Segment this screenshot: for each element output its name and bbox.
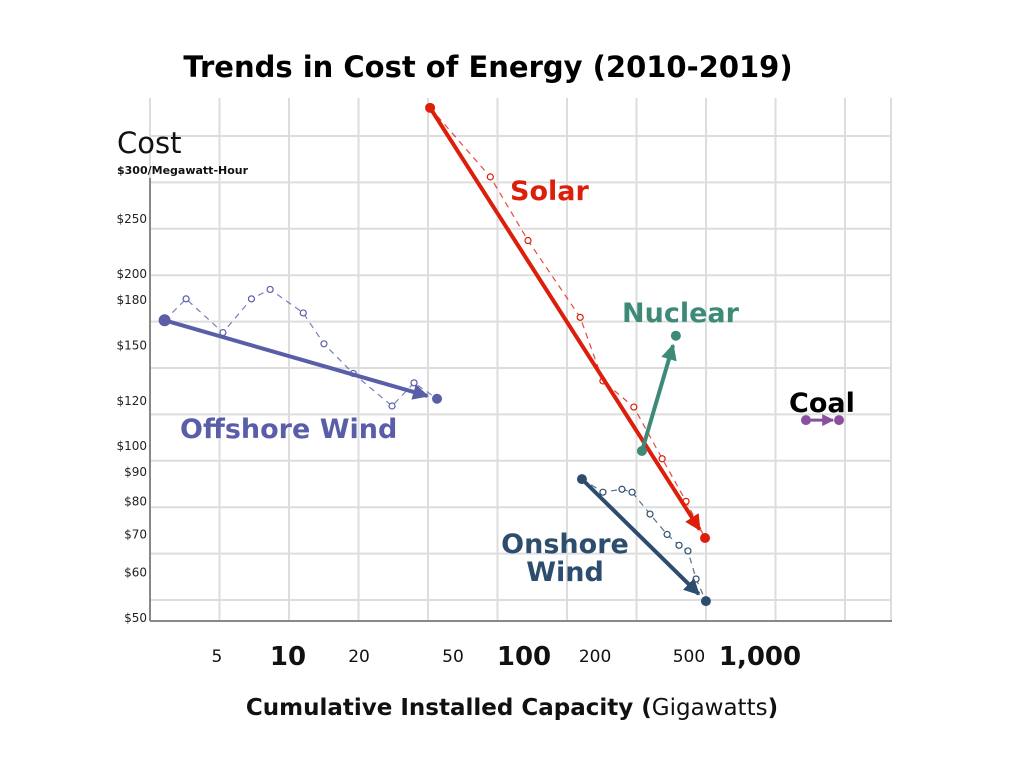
y-tick-label: $150 [116,338,147,352]
x-tick-label: 100 [497,642,551,672]
data-point [599,488,607,496]
y-tick-label: $60 [124,566,147,580]
y-axis-label: Cost [117,126,181,160]
y-tick-label: $180 [116,293,147,307]
data-point [663,530,671,539]
trend-start-point [576,474,587,485]
series-path-dashed [581,478,707,602]
x-tick-label: 5 [212,647,223,667]
data-point [692,575,700,583]
label-onshore-wind-1: Onshore [501,529,629,560]
data-point [675,541,683,549]
data-point [486,173,494,181]
x-tick-label: 50 [442,647,464,667]
label-nuclear: Nuclear [622,298,740,329]
label-solar: Solar [510,176,589,207]
y-tick-label: $100 [116,439,147,453]
x-tick-label: 1,000 [719,642,801,672]
data-point [618,485,626,493]
data-point [684,547,692,555]
x-axis-label: Cumulative Installed Capacity (Gigawatts… [246,695,778,721]
trend-end-point [670,330,681,341]
y-tick-label: $70 [124,527,147,541]
chart-title: Trends in Cost of Energy (2010-2019) [183,50,792,84]
data-point [576,313,584,321]
trend-arrow [164,318,429,400]
trend-arrow [580,477,701,596]
trend-start-point [636,446,647,457]
trend-start-point [800,415,811,426]
y-tick-label: $250 [116,212,147,226]
data-point [182,295,190,303]
trend-arrow [640,343,677,452]
x-tick-label: 20 [348,647,370,667]
label-onshore-wind-2: Wind [526,557,604,588]
y-tick-label: $80 [124,494,147,508]
trend-end-point [432,393,443,404]
data-point [646,510,654,518]
series-onshore-wind [576,474,711,607]
data-point [388,402,396,410]
trend-start-point [425,102,436,113]
data-point [630,403,638,411]
series-solar [425,102,711,544]
x-tick-label: 500 [673,647,705,667]
trend-end-point [700,533,711,544]
trend-arrow [428,106,702,531]
trend-end-point [700,596,711,607]
x-tick-label: 200 [579,647,611,667]
series-offshore-wind [158,285,443,410]
y-tick-label: $90 [124,465,147,479]
label-offshore-wind: Offshore Wind [180,414,397,445]
label-coal: Coal [789,388,855,419]
series-nuclear [636,330,681,457]
trend-start-point [158,314,171,327]
x-tick-label: 10 [270,642,306,672]
y-tick-label: $120 [116,394,147,408]
y-axis-sublabel: $300/Megawatt-Hour [117,164,249,177]
y-tick-label: $200 [116,267,147,281]
trend-end-point [834,415,845,426]
data-point [410,379,418,387]
data-point [628,488,636,496]
data-point [266,285,274,294]
data-point [658,455,666,463]
data-point [299,309,307,317]
data-point [247,295,256,303]
data-point [320,340,328,348]
data-point [524,236,532,245]
series-coal [800,414,845,427]
y-tick-label: $50 [124,611,147,625]
grid [149,98,892,620]
